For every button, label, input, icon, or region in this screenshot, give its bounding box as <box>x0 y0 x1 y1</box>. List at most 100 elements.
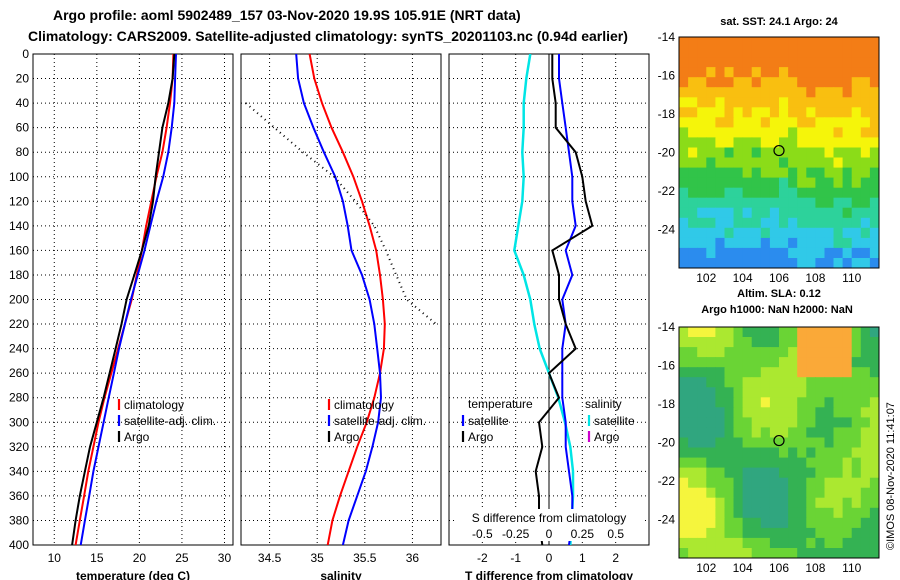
map-cell <box>733 137 744 148</box>
difference-line-temp-argo <box>534 54 594 545</box>
map-cell <box>869 217 879 229</box>
map-cell <box>760 417 771 428</box>
map-cell <box>733 357 744 368</box>
map-cell <box>788 207 798 219</box>
map-cell <box>697 377 707 388</box>
map-cell <box>697 67 707 78</box>
map-cell <box>688 217 698 229</box>
map-cell <box>806 417 816 428</box>
map-cell <box>733 487 744 499</box>
map-frame <box>678 326 880 559</box>
map-cell <box>833 187 844 199</box>
map-cell <box>833 487 844 499</box>
map-cell <box>724 77 735 88</box>
map-cell <box>815 207 826 219</box>
map-cell <box>797 137 807 148</box>
map-cell <box>751 237 762 249</box>
map-cell <box>815 258 826 268</box>
map-cell <box>688 477 698 489</box>
map-cell <box>842 77 853 88</box>
map-cell <box>869 197 879 209</box>
map-cell <box>742 447 753 459</box>
map-cell <box>797 157 807 169</box>
map-cell <box>697 537 707 549</box>
map-cell <box>688 207 698 219</box>
map-cell <box>742 517 753 529</box>
map-cell <box>760 507 771 519</box>
map-cell <box>824 477 835 489</box>
map-cell <box>824 337 835 348</box>
map-cell <box>860 37 871 48</box>
map-cell <box>842 447 853 459</box>
map-cell <box>706 207 716 219</box>
legend-header-salinity: salinity <box>585 397 622 411</box>
map-cell <box>779 417 789 428</box>
map-cell <box>833 337 844 348</box>
map-cell <box>842 47 853 58</box>
map-cell <box>760 487 771 499</box>
map-cell <box>679 187 689 199</box>
x-axis-label: salinity <box>320 569 362 580</box>
map-cell <box>769 507 780 519</box>
map-cell <box>824 548 835 558</box>
map-cell <box>815 467 826 479</box>
map-cell <box>851 147 862 159</box>
map-cell <box>724 67 735 78</box>
map-cell <box>860 197 871 209</box>
map-cell <box>769 357 780 368</box>
map-cell <box>760 397 771 408</box>
map-cell <box>760 177 771 189</box>
map-cell <box>806 187 816 199</box>
map-cell <box>688 87 698 98</box>
map-cell <box>679 57 689 68</box>
map-cell <box>715 517 726 529</box>
plot-frame <box>240 53 442 546</box>
map-cell <box>851 447 862 459</box>
map-cell <box>751 437 762 449</box>
map-cell <box>697 107 707 118</box>
map-cell <box>769 517 780 529</box>
map-cell <box>842 437 853 449</box>
map-cell <box>797 258 807 268</box>
map-cell <box>724 347 735 358</box>
map-cell <box>751 167 762 179</box>
map-cell <box>715 167 726 179</box>
map-cell <box>860 437 871 449</box>
map-cell <box>715 377 726 388</box>
sla-map-subtitle: Argo h1000: NaN h2000: NaN <box>701 304 853 316</box>
map-cell <box>706 457 716 469</box>
map-cell <box>806 347 816 358</box>
map-cell <box>842 87 853 98</box>
map-cell <box>815 197 826 209</box>
map-cell <box>733 427 744 438</box>
map-cell <box>733 77 744 88</box>
map-cell <box>697 167 707 179</box>
map-cell <box>851 507 862 519</box>
x-axis-label: T difference from climatology <box>465 569 633 580</box>
map-cell <box>724 327 735 338</box>
map-frame <box>678 36 880 269</box>
map-cell <box>742 507 753 519</box>
map-cell <box>724 517 735 529</box>
map-cell <box>869 387 879 398</box>
map-cell <box>806 477 816 489</box>
map-cell <box>797 127 807 138</box>
map-cell <box>706 417 716 428</box>
map-cell <box>742 147 753 159</box>
map-cell <box>751 247 762 259</box>
map-cell <box>833 137 844 148</box>
map-cell <box>824 197 835 209</box>
map-cell <box>815 367 826 378</box>
map-cell <box>788 117 798 128</box>
map-cell <box>724 437 735 449</box>
legend-label: Argo <box>334 430 360 444</box>
map-cell <box>851 107 862 118</box>
map-cell <box>842 537 853 549</box>
x-tick-label: 35 <box>311 551 325 565</box>
map-cell <box>851 477 862 489</box>
map-cell <box>824 357 835 368</box>
map-cell <box>679 477 689 489</box>
map-cell <box>833 47 844 58</box>
map-cell <box>679 157 689 169</box>
map-cell <box>833 527 844 539</box>
